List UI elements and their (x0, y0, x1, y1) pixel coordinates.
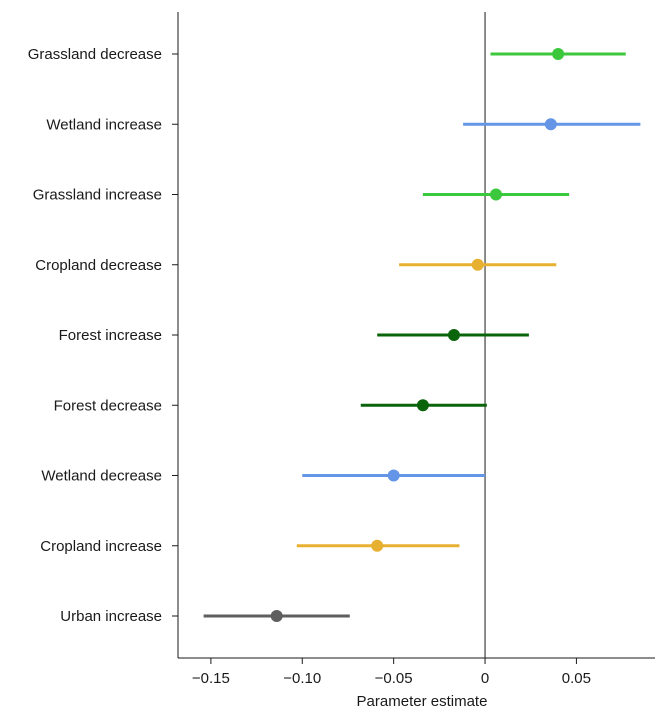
x-tick-label: 0 (481, 670, 489, 687)
row-label: Cropland decrease (35, 257, 162, 274)
data-marks (203, 48, 641, 622)
estimate-point (490, 188, 502, 201)
estimate-point (447, 329, 460, 341)
estimate-point (270, 610, 283, 622)
row-label: Cropland increase (40, 538, 162, 555)
row-label: Forest decrease (54, 397, 162, 414)
estimate-point (552, 48, 565, 60)
x-tick-label: −0.05 (375, 670, 413, 687)
row-label: Wetland decrease (41, 468, 162, 485)
x-axis-ticks: −0.15 −0.10 −0.05 0 0.05 (192, 658, 591, 687)
estimate-point (416, 399, 429, 412)
row-label: Grassland increase (33, 187, 162, 204)
x-axis-label: Parameter estimate (357, 693, 488, 710)
x-tick-label: 0.05 (562, 670, 591, 687)
estimate-point (371, 539, 384, 552)
x-tick-label: −0.10 (283, 670, 321, 687)
y-axis-labels: Grassland decrease Wetland increase Grassl… (28, 46, 178, 625)
row-label: Wetland increase (46, 116, 162, 133)
row-label: Urban increase (60, 608, 162, 625)
estimate-point (544, 118, 557, 131)
estimate-point (387, 469, 400, 482)
row-label: Forest increase (59, 327, 162, 344)
estimate-point (471, 258, 484, 271)
row-label: Grassland decrease (28, 46, 162, 63)
x-tick-label: −0.15 (192, 670, 230, 687)
